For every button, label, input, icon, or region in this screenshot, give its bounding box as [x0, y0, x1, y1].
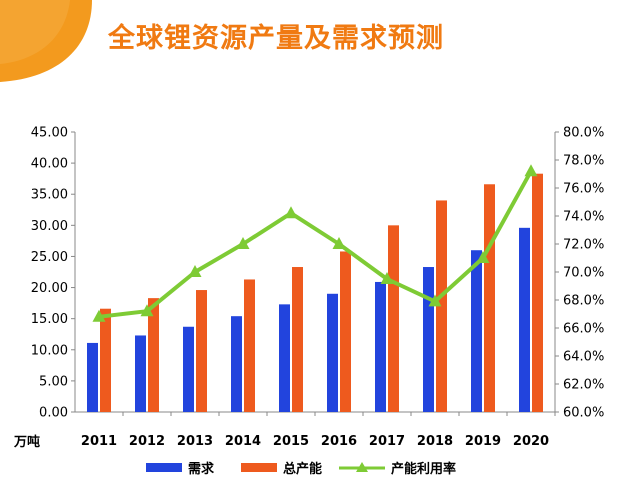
utilization-point — [476, 251, 490, 263]
right-axis-tick-label: 80.0% — [563, 126, 604, 141]
right-axis-tick-label: 60.0% — [563, 406, 604, 421]
left-axis-tick-label: 10.00 — [31, 343, 68, 358]
right-axis-tick-label: 70.0% — [563, 266, 604, 281]
right-axis-tick-label: 66.0% — [563, 322, 604, 337]
left-axis-tick-label: 0.00 — [39, 406, 68, 421]
right-axis-tick-label: 76.0% — [563, 182, 604, 197]
bar-capacity — [196, 290, 207, 412]
right-axis-tick-label: 62.0% — [563, 378, 604, 393]
x-axis-tick-label: 2014 — [225, 434, 261, 449]
bar-capacity — [244, 279, 255, 412]
right-axis-tick-label: 64.0% — [563, 350, 604, 365]
bar-capacity — [484, 184, 495, 412]
bar-capacity — [388, 225, 399, 412]
utilization-point — [140, 304, 154, 317]
right-axis-tick-label: 72.0% — [563, 238, 604, 253]
utilization-point — [188, 265, 202, 277]
right-axis-tick-label: 78.0% — [563, 154, 604, 169]
bar-capacity — [340, 251, 351, 412]
x-axis-tick-label: 2012 — [129, 434, 165, 449]
x-axis-tick-label: 2011 — [81, 434, 117, 449]
bar-demand — [231, 316, 242, 412]
right-axis-tick-label: 74.0% — [563, 210, 604, 225]
left-axis-tick-label: 35.00 — [31, 188, 68, 203]
bar-demand — [279, 304, 290, 412]
bar-demand — [519, 227, 530, 412]
left-axis-tick-label: 25.00 — [31, 250, 68, 265]
x-axis-tick-label: 2020 — [513, 434, 549, 449]
left-axis-tick-label: 5.00 — [39, 374, 68, 389]
legend-label: 需求 — [188, 461, 215, 477]
left-axis-tick-label: 30.00 — [31, 219, 68, 234]
bar-demand — [375, 281, 386, 412]
left-axis-tick-label: 20.00 — [31, 281, 68, 296]
utilization-point — [92, 309, 106, 322]
x-axis-tick-label: 2013 — [177, 434, 213, 449]
bar-capacity — [532, 173, 543, 412]
bar-capacity — [148, 298, 159, 412]
legend-label: 总产能 — [283, 461, 322, 477]
bar-demand — [471, 250, 482, 412]
left-axis-unit-label: 万吨 — [13, 434, 40, 450]
right-axis-tick-label: 68.0% — [563, 294, 604, 309]
bar-demand — [423, 267, 434, 412]
bar-demand — [183, 326, 194, 412]
x-axis-tick-label: 2017 — [369, 434, 405, 449]
utilization-point — [236, 237, 250, 249]
x-axis-tick-label: 2015 — [273, 434, 309, 449]
utilization-point — [284, 206, 298, 219]
bar-capacity — [100, 308, 111, 412]
left-axis-tick-label: 45.00 — [31, 126, 68, 141]
x-axis-tick-label: 2018 — [417, 434, 453, 449]
x-axis-tick-label: 2019 — [465, 434, 501, 449]
bar-demand — [135, 335, 146, 412]
x-axis-tick-label: 2016 — [321, 434, 357, 449]
utilization-point — [428, 294, 442, 307]
utilization-point — [524, 164, 538, 177]
legend-marker — [356, 462, 368, 472]
left-axis-tick-label: 40.00 — [31, 157, 68, 172]
legend-label: 产能利用率 — [391, 461, 456, 477]
left-axis-tick-label: 15.00 — [31, 312, 68, 327]
utilization-point — [332, 237, 346, 249]
legend-swatch — [241, 463, 277, 472]
bar-capacity — [292, 267, 303, 412]
legend-swatch — [146, 463, 182, 472]
brand-logo-icon — [0, 0, 92, 82]
utilization-point — [380, 272, 394, 284]
chart-title: 全球锂资源产量及需求预测 — [108, 23, 444, 54]
utilization-line — [98, 170, 533, 319]
bar-demand — [327, 293, 338, 412]
bar-capacity — [436, 200, 447, 412]
bar-demand — [87, 342, 98, 412]
